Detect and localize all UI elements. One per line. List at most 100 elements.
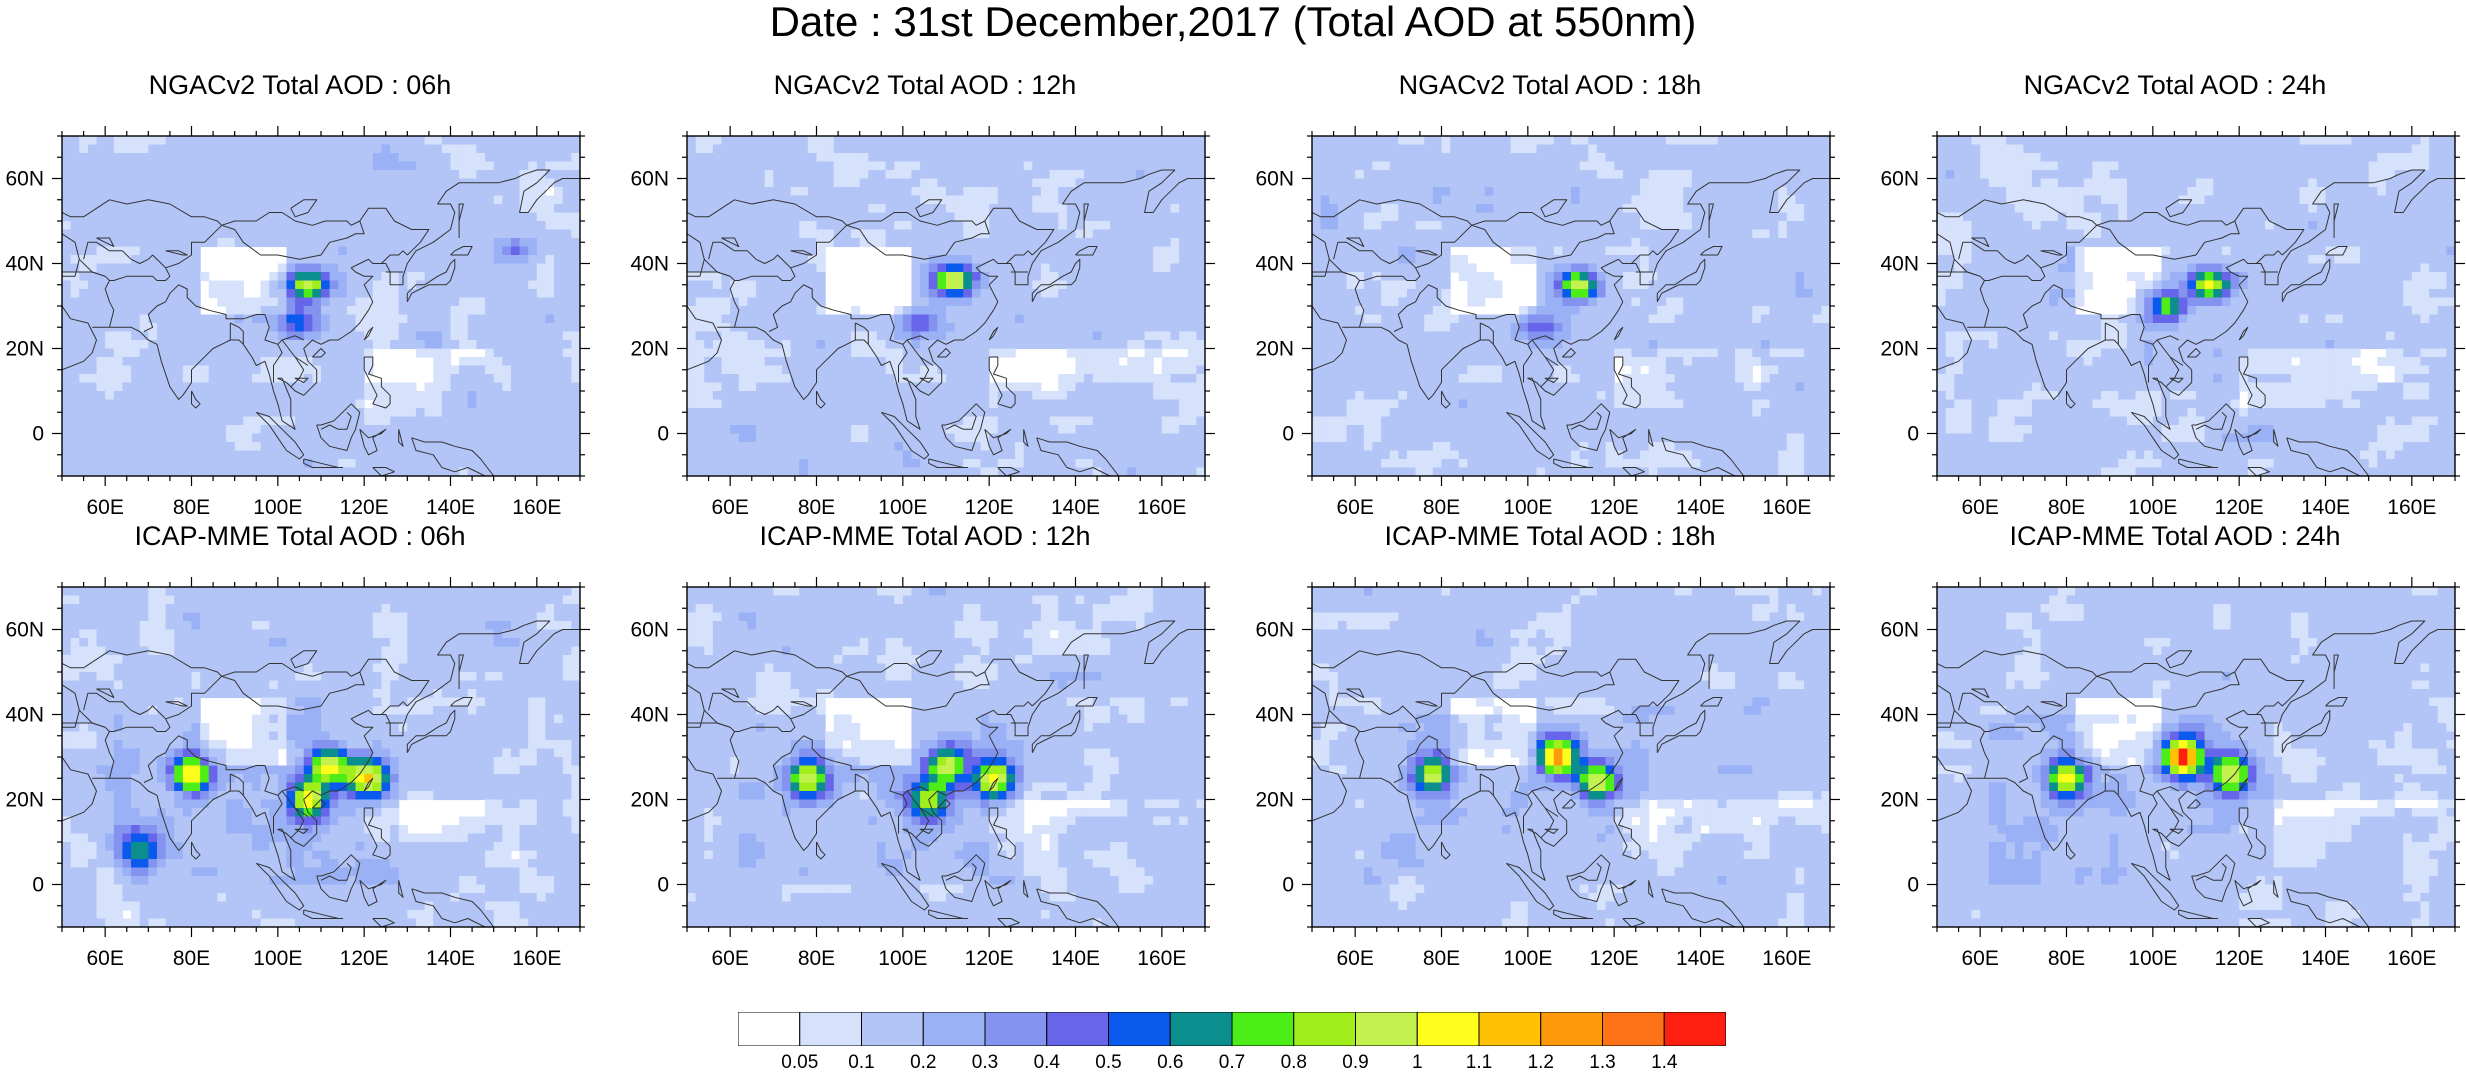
aod-cell	[1136, 213, 1145, 222]
aod-cell	[946, 145, 955, 154]
aod-cell	[442, 425, 451, 434]
aod-cell	[1188, 264, 1197, 273]
aod-cell	[1145, 425, 1154, 434]
aod-cell	[338, 289, 347, 298]
aod-cell	[157, 425, 166, 434]
aod-cell	[1032, 204, 1041, 213]
aod-cell	[364, 213, 373, 222]
aod-cell	[381, 434, 390, 443]
aod-cell	[791, 306, 800, 315]
aod-cell	[1024, 230, 1033, 239]
aod-cell	[157, 374, 166, 383]
aod-cell	[114, 408, 123, 417]
aod-cell	[1024, 196, 1033, 205]
aod-cell	[468, 162, 477, 171]
aod-cell	[1407, 145, 1416, 154]
aod-cell	[981, 459, 990, 468]
aod-cell	[62, 400, 71, 409]
aod-cell	[71, 289, 80, 298]
aod-cell	[1153, 272, 1162, 281]
aod-cell	[687, 468, 696, 477]
aod-cell	[330, 247, 339, 256]
aod-cell	[330, 213, 339, 222]
aod-cell	[1119, 315, 1128, 324]
aod-cell	[1153, 264, 1162, 273]
aod-cell	[468, 468, 477, 477]
aod-cell	[756, 315, 765, 324]
aod-cell	[416, 247, 425, 256]
aod-cell	[183, 230, 192, 239]
aod-cell	[955, 264, 964, 273]
aod-cell	[537, 162, 546, 171]
aod-cell	[390, 196, 399, 205]
aod-cell	[217, 187, 226, 196]
aod-cell	[209, 315, 218, 324]
aod-cell	[1101, 323, 1110, 332]
aod-cell	[1067, 417, 1076, 426]
aod-cell	[825, 459, 834, 468]
aod-cell	[739, 332, 748, 341]
aod-cell	[442, 357, 451, 366]
aod-cell	[868, 187, 877, 196]
aod-cell	[243, 459, 252, 468]
aod-cell	[511, 408, 520, 417]
aod-cell	[929, 442, 938, 451]
aod-cell	[1179, 179, 1188, 188]
aod-cell	[747, 391, 756, 400]
aod-cell	[312, 170, 321, 179]
aod-cell	[765, 230, 774, 239]
aod-cell	[955, 230, 964, 239]
aod-cell	[269, 213, 278, 222]
aod-cell	[312, 153, 321, 162]
aod-cell	[1778, 136, 1787, 145]
aod-cell	[791, 170, 800, 179]
aod-cell	[390, 332, 399, 341]
aod-cell	[252, 434, 261, 443]
aod-cell	[998, 255, 1007, 264]
aod-cell	[545, 247, 554, 256]
aod-cell	[226, 289, 235, 298]
aod-cell	[97, 425, 106, 434]
aod-cell	[1170, 187, 1179, 196]
aod-cell	[330, 153, 339, 162]
aod-cell	[1321, 145, 1330, 154]
aod-cell	[278, 400, 287, 409]
aod-cell	[278, 306, 287, 315]
aod-cell	[399, 417, 408, 426]
aod-cell	[537, 136, 546, 145]
aod-cell	[791, 425, 800, 434]
aod-cell	[911, 298, 920, 307]
aod-cell	[834, 170, 843, 179]
aod-cell	[459, 408, 468, 417]
aod-cell	[1015, 289, 1024, 298]
aod-cell	[79, 417, 88, 426]
aod-cell	[122, 281, 131, 290]
aod-cell	[1006, 459, 1015, 468]
aod-cell	[773, 255, 782, 264]
aod-cell	[868, 204, 877, 213]
aod-cell	[894, 145, 903, 154]
aod-cell	[946, 136, 955, 145]
aod-cell	[217, 408, 226, 417]
aod-cell	[955, 179, 964, 188]
aod-cell	[1188, 391, 1197, 400]
aod-cell	[713, 187, 722, 196]
aod-cell	[981, 391, 990, 400]
aod-cell	[502, 204, 511, 213]
aod-cell	[157, 230, 166, 239]
aod-cell	[235, 400, 244, 409]
aod-cell	[773, 145, 782, 154]
aod-cell	[1761, 136, 1770, 145]
aod-cell	[416, 136, 425, 145]
aod-cell	[217, 332, 226, 341]
aod-cell	[520, 332, 529, 341]
aod-cell	[235, 204, 244, 213]
aod-cell	[687, 289, 696, 298]
aod-cell	[62, 323, 71, 332]
aod-cell	[1093, 196, 1102, 205]
aod-cell	[79, 434, 88, 443]
aod-cell	[756, 425, 765, 434]
aod-cell	[1041, 298, 1050, 307]
aod-cell	[722, 306, 731, 315]
